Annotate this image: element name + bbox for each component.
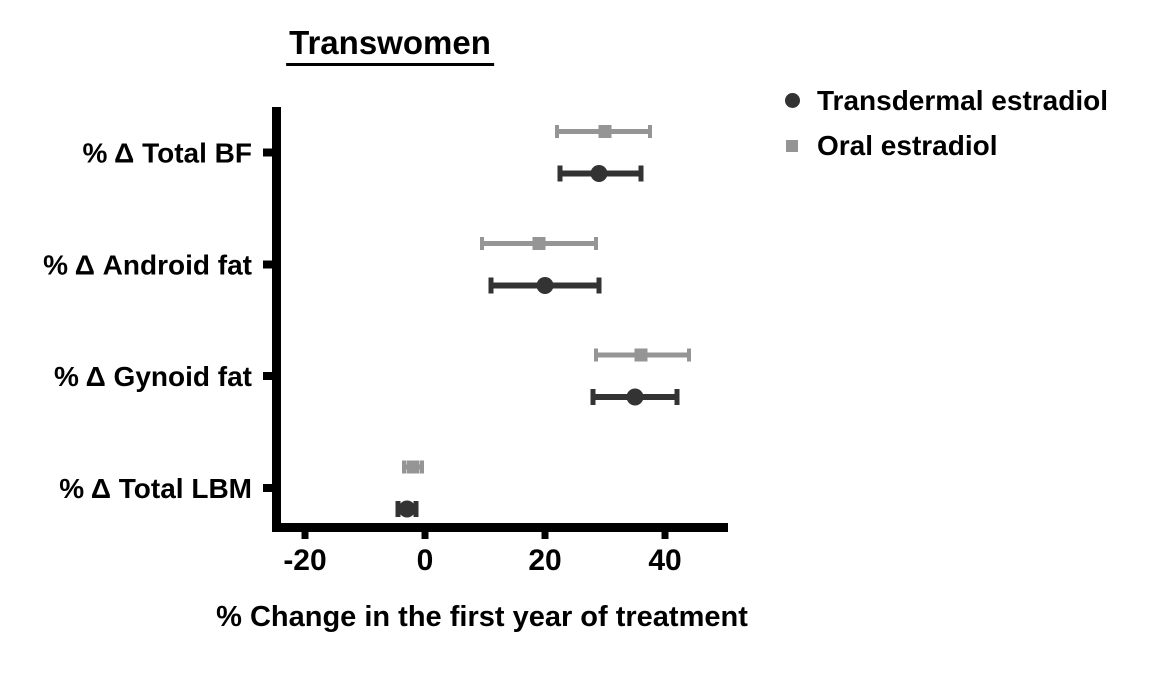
legend-marker-slot	[784, 93, 800, 109]
x-axis-label: % Change in the first year of treatment	[216, 601, 748, 633]
data-point-square	[598, 125, 612, 138]
data-point-circle	[536, 277, 554, 294]
category-label: % Δ Android fat	[43, 250, 252, 281]
y-axis-line	[272, 107, 281, 532]
data-point-circle	[398, 500, 416, 518]
legend-item-oral-estradiol: Oral estradiol	[784, 129, 1108, 162]
data-point-square	[406, 460, 420, 474]
x-tick	[301, 532, 309, 539]
x-tick-label: -20	[283, 544, 326, 577]
square-marker-icon	[786, 139, 798, 152]
legend: Transdermal estradiol Oral estradiol	[784, 84, 1108, 162]
category-label: % Δ Total LBM	[59, 473, 252, 504]
x-tick	[661, 532, 669, 539]
legend-marker-slot	[784, 138, 800, 154]
category-label: % Δ Gynoid fat	[54, 361, 252, 392]
y-tick	[263, 372, 272, 380]
x-tick-label: 0	[417, 544, 434, 577]
circle-marker-icon	[784, 93, 800, 108]
category-label: % Δ Total BF	[83, 138, 252, 169]
x-tick	[541, 532, 549, 539]
x-axis-line	[272, 523, 728, 532]
y-tick	[263, 484, 272, 492]
y-tick	[263, 260, 272, 269]
legend-item-transdermal-estradiol: Transdermal estradiol	[784, 84, 1108, 117]
x-tick-label: 20	[528, 544, 561, 577]
x-tick	[421, 532, 429, 539]
data-point-square	[532, 237, 546, 250]
data-point-square	[634, 348, 648, 362]
legend-label-oral-estradiol: Oral estradiol	[817, 129, 998, 161]
data-point-circle	[590, 165, 608, 182]
legend-label-transdermal-estradiol: Transdermal estradiol	[817, 84, 1109, 116]
y-tick	[263, 148, 272, 157]
chart-title: Transwomen	[286, 24, 494, 66]
x-tick-label: 40	[648, 544, 681, 577]
data-point-circle	[626, 388, 644, 406]
